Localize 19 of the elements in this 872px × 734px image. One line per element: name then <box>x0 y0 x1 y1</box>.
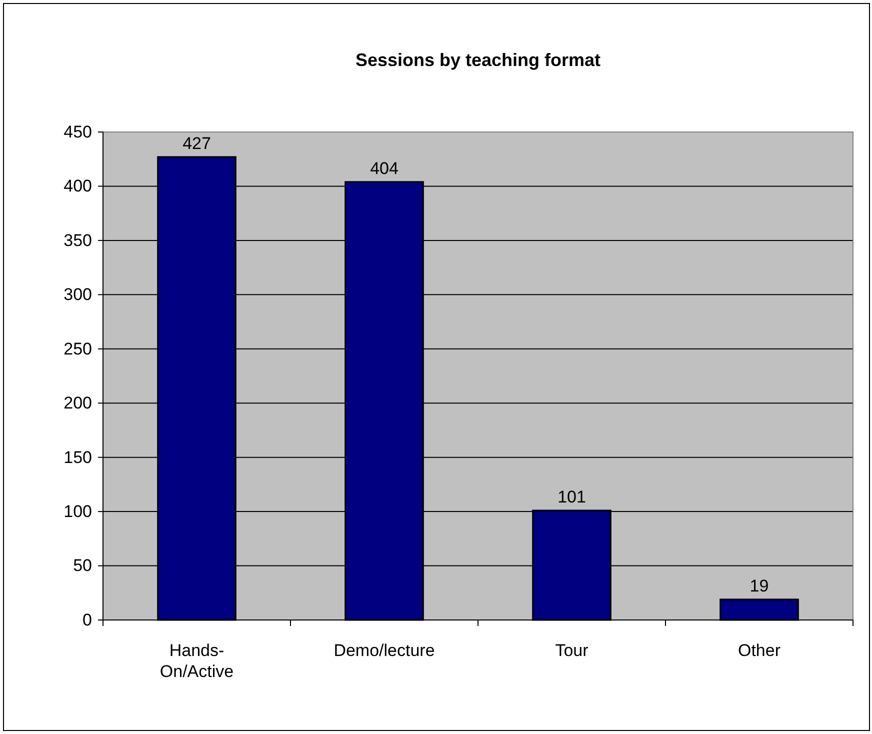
y-tick-label: 150 <box>64 448 92 467</box>
y-tick-label: 450 <box>64 122 92 142</box>
y-tick-label: 100 <box>64 502 92 521</box>
data-label: 427 <box>182 134 211 153</box>
x-tick-label: Hands-On/Active <box>160 641 234 681</box>
y-tick-label: 0 <box>82 610 92 630</box>
y-tick-label: 250 <box>64 339 92 358</box>
y-tick-label: 200 <box>64 394 92 413</box>
data-label: 101 <box>558 487 586 506</box>
x-tick-label: Demo/lecture <box>334 641 435 660</box>
x-tick-label: Tour <box>555 641 589 660</box>
data-label: 404 <box>370 158 398 178</box>
y-tick-label: 300 <box>64 285 92 304</box>
y-tick-label: 400 <box>64 176 92 196</box>
chart-title: Sessions by teaching format <box>355 50 601 70</box>
x-tick-label: Other <box>738 641 781 660</box>
data-label: 19 <box>750 576 769 596</box>
y-tick-label: 350 <box>64 230 92 250</box>
y-tick-label: 50 <box>73 556 92 576</box>
